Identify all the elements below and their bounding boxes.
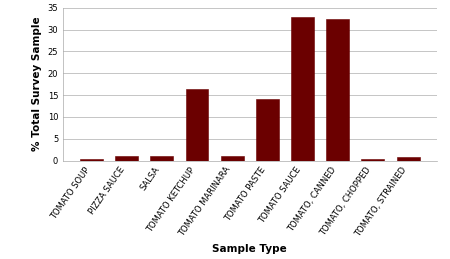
Bar xyxy=(115,156,138,161)
Bar xyxy=(326,19,349,161)
Bar xyxy=(256,99,279,161)
Bar xyxy=(361,159,384,161)
Bar xyxy=(80,159,103,161)
X-axis label: Sample Type: Sample Type xyxy=(212,244,287,254)
Bar xyxy=(396,157,419,161)
Bar xyxy=(291,17,314,161)
Bar xyxy=(185,89,208,161)
Bar xyxy=(150,156,173,161)
Bar xyxy=(220,156,243,161)
Y-axis label: % Total Survey Sample: % Total Survey Sample xyxy=(32,17,42,152)
